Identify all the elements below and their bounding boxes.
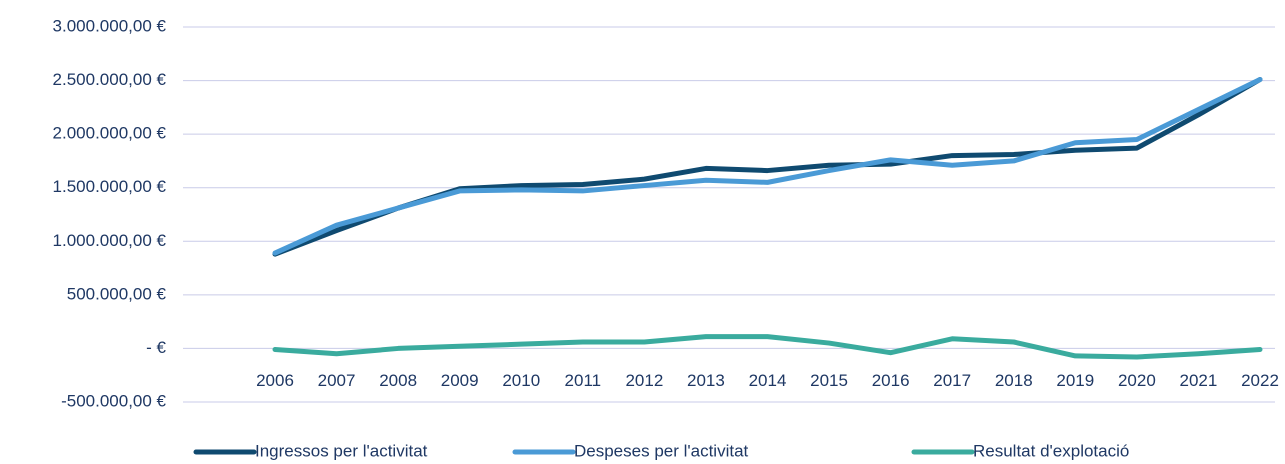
y-tick-label: 2.500.000,00 € <box>53 70 167 89</box>
y-tick-label: - € <box>146 338 166 357</box>
y-tick-label: 3.000.000,00 € <box>53 16 167 35</box>
x-tick-label: 2009 <box>441 371 479 390</box>
legend-label: Resultat d'explotació <box>973 441 1129 460</box>
series-line <box>272 77 1263 256</box>
x-tick-label: 2017 <box>933 371 971 390</box>
y-tick-label: 2.000.000,00 € <box>53 124 167 143</box>
legend-label: Ingressos per l'activitat <box>255 441 428 460</box>
x-tick-label: 2006 <box>256 371 294 390</box>
y-tick-label: -500.000,00 € <box>61 391 166 410</box>
x-tick-label: 2014 <box>749 371 787 390</box>
legend-label: Despeses per l'activitat <box>574 441 749 460</box>
x-tick-label: 2007 <box>318 371 356 390</box>
x-tick-label: 2015 <box>810 371 848 390</box>
series-line <box>272 77 1263 257</box>
x-tick-label: 2008 <box>379 371 417 390</box>
x-tick-label: 2018 <box>995 371 1033 390</box>
x-tick-label: 2022 <box>1241 371 1279 390</box>
x-tick-label: 2016 <box>872 371 910 390</box>
x-tick-label: 2019 <box>1056 371 1094 390</box>
x-tick-label: 2010 <box>502 371 540 390</box>
x-tick-label: 2020 <box>1118 371 1156 390</box>
series-line <box>272 334 1263 360</box>
y-tick-label: 1.500.000,00 € <box>53 177 167 196</box>
x-tick-label: 2011 <box>565 371 602 390</box>
x-tick-label: 2021 <box>1180 371 1218 390</box>
x-tick-label: 2012 <box>625 371 663 390</box>
y-tick-label: 1.000.000,00 € <box>53 231 167 250</box>
x-tick-label: 2013 <box>687 371 725 390</box>
y-tick-label: 500.000,00 € <box>67 284 167 303</box>
